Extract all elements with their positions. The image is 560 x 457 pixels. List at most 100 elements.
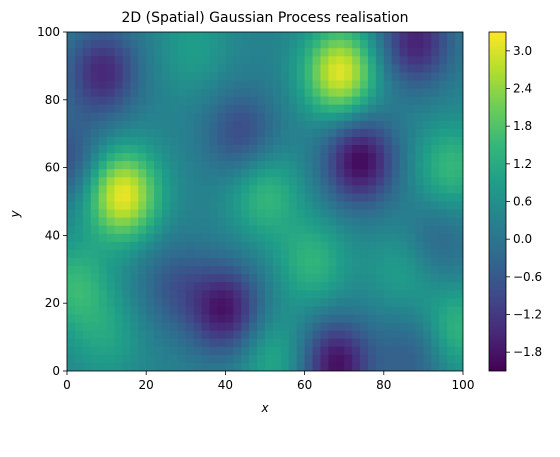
y-axis-label: y: [8, 210, 22, 219]
heatmap-cell: [367, 72, 377, 82]
heatmap-cell: [447, 322, 456, 332]
heatmap-cell: [130, 354, 139, 364]
heatmap-cell: [106, 169, 116, 178]
heatmap-cell: [336, 112, 345, 122]
heatmap-cell: [407, 153, 417, 162]
heatmap-cell: [304, 322, 314, 332]
heatmap-cell: [249, 274, 258, 283]
heatmap-cell: [162, 112, 171, 122]
heatmap-cell: [249, 32, 258, 41]
heatmap-cell: [257, 266, 266, 275]
heatmap-cell: [423, 40, 432, 49]
heatmap-cell: [265, 72, 274, 82]
heatmap-cell: [106, 249, 116, 259]
heatmap-cell: [447, 354, 456, 364]
heatmap-cell: [67, 153, 76, 162]
heatmap-cell: [272, 80, 282, 90]
heatmap-cell: [352, 193, 361, 203]
heatmap-cell: [138, 217, 147, 227]
heatmap-cell: [272, 298, 282, 308]
heatmap-cell: [249, 88, 258, 98]
heatmap-cell: [296, 249, 306, 259]
heatmap-cell: [249, 330, 258, 340]
heatmap-cell: [114, 322, 124, 332]
heatmap-cell: [360, 88, 369, 98]
heatmap-cell: [312, 169, 322, 178]
heatmap-cell: [360, 338, 369, 348]
heatmap-cell: [431, 80, 440, 90]
heatmap-cell: [320, 201, 329, 211]
heatmap-cell: [74, 201, 84, 211]
heatmap-cell: [82, 241, 92, 251]
heatmap-cell: [225, 64, 234, 73]
heatmap-cell: [98, 338, 108, 348]
heatmap-cell: [217, 56, 226, 65]
heatmap-cell: [74, 241, 84, 251]
heatmap-cell: [201, 298, 211, 308]
heatmap-cell: [249, 209, 258, 219]
heatmap-cell: [360, 80, 369, 90]
heatmap-cell: [193, 177, 203, 186]
heatmap-cell: [383, 330, 393, 340]
heatmap-cell: [344, 169, 353, 178]
heatmap-cell: [209, 282, 219, 291]
heatmap-cell: [138, 88, 147, 98]
heatmap-cell: [399, 338, 409, 348]
heatmap-cell: [280, 128, 290, 138]
heatmap-cell: [193, 145, 203, 154]
heatmap-cell: [257, 290, 266, 299]
heatmap-cell: [265, 56, 274, 65]
heatmap-cell: [114, 354, 124, 364]
heatmap-cell: [288, 266, 298, 275]
heatmap-cell: [265, 330, 274, 340]
heatmap-cell: [272, 354, 282, 364]
heatmap-cell: [447, 145, 456, 154]
x-tick-label: 60: [297, 378, 312, 392]
heatmap-cell: [336, 354, 345, 364]
heatmap-cell: [455, 64, 463, 73]
heatmap-cell: [447, 80, 456, 90]
heatmap-cell: [225, 145, 234, 154]
heatmap-cell: [193, 193, 203, 203]
heatmap-cell: [336, 40, 345, 49]
heatmap-cell: [352, 185, 361, 195]
heatmap-cell: [90, 136, 100, 146]
heatmap-cell: [407, 209, 417, 219]
heatmap-cell: [280, 40, 290, 49]
heatmap-cell: [90, 177, 100, 186]
heatmap-cell: [106, 161, 116, 170]
heatmap-cell: [233, 40, 242, 49]
heatmap-cell: [280, 249, 290, 259]
heatmap-cell: [391, 266, 401, 275]
heatmap-cell: [193, 330, 203, 340]
heatmap-cell: [67, 362, 76, 371]
heatmap-cell: [233, 193, 242, 203]
heatmap-cell: [296, 201, 306, 211]
heatmap-cell: [233, 112, 242, 122]
heatmap-cell: [367, 298, 377, 308]
heatmap-cell: [162, 48, 171, 57]
heatmap-cell: [201, 330, 211, 340]
heatmap-cell: [439, 362, 448, 371]
heatmap-cell: [391, 145, 401, 154]
heatmap-cell: [98, 96, 108, 106]
heatmap-cell: [352, 177, 361, 186]
heatmap-cell: [257, 48, 266, 57]
heatmap-cell: [122, 112, 131, 122]
heatmap-cell: [431, 266, 440, 275]
heatmap-cell: [367, 128, 377, 138]
heatmap-cell: [431, 112, 440, 122]
heatmap-cell: [344, 120, 353, 130]
heatmap-cell: [328, 64, 337, 73]
heatmap-cell: [74, 40, 84, 49]
heatmap-cell: [201, 338, 211, 348]
heatmap-cell: [352, 249, 361, 259]
heatmap-cell: [177, 346, 187, 356]
heatmap-cell: [225, 306, 234, 316]
heatmap-cell: [391, 362, 401, 371]
heatmap-cell: [391, 274, 401, 283]
heatmap-cell: [257, 169, 266, 178]
heatmap-cell: [241, 233, 250, 243]
heatmap-cell: [193, 88, 203, 98]
heatmap-cell: [130, 80, 139, 90]
